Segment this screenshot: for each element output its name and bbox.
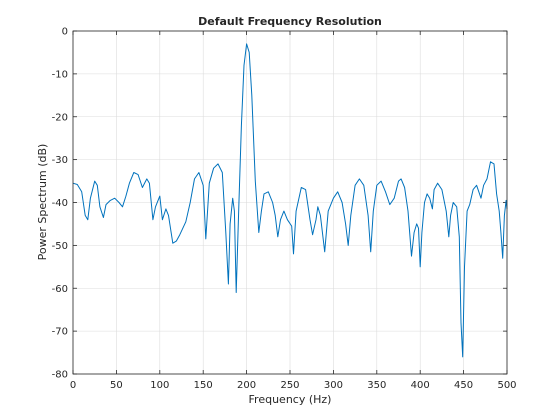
chart-title: Default Frequency Resolution bbox=[198, 15, 382, 28]
x-tick-label: 450 bbox=[454, 380, 473, 391]
x-tick-label: 50 bbox=[110, 380, 123, 391]
y-tick-label: -80 bbox=[52, 370, 68, 381]
x-tick-labels: 0 50 100 150 200 250 300 350 400 450 500 bbox=[70, 380, 517, 391]
axes-box bbox=[72, 30, 508, 375]
y-tick-label: -10 bbox=[52, 69, 68, 80]
x-tick-label: 400 bbox=[411, 380, 430, 391]
x-tick-label: 200 bbox=[237, 380, 256, 391]
x-axis-label: Frequency (Hz) bbox=[249, 393, 332, 406]
x-tick-label: 100 bbox=[150, 380, 169, 391]
x-tick-label: 150 bbox=[194, 380, 213, 391]
y-tick-label: -60 bbox=[52, 284, 68, 295]
y-axis-label: Power Spectrum (dB) bbox=[36, 144, 49, 261]
x-tick-label: 500 bbox=[497, 380, 516, 391]
x-tick-label: 300 bbox=[324, 380, 343, 391]
x-tick-label: 0 bbox=[70, 380, 76, 391]
line-layer bbox=[72, 43, 508, 358]
y-tick-label: -50 bbox=[52, 241, 68, 252]
x-tick-label: 350 bbox=[367, 380, 386, 391]
x-tick-label: 250 bbox=[280, 380, 299, 391]
y-tick-label: -40 bbox=[52, 198, 68, 209]
spectrum-line bbox=[72, 43, 508, 358]
y-tick-label: -20 bbox=[52, 112, 68, 123]
y-tick-label: -70 bbox=[52, 327, 68, 338]
y-tick-label: -30 bbox=[52, 155, 68, 166]
y-tick-label: 0 bbox=[62, 27, 68, 38]
y-tick-labels: 0 -10 -20 -30 -40 -50 -60 -70 -80 bbox=[52, 27, 68, 381]
